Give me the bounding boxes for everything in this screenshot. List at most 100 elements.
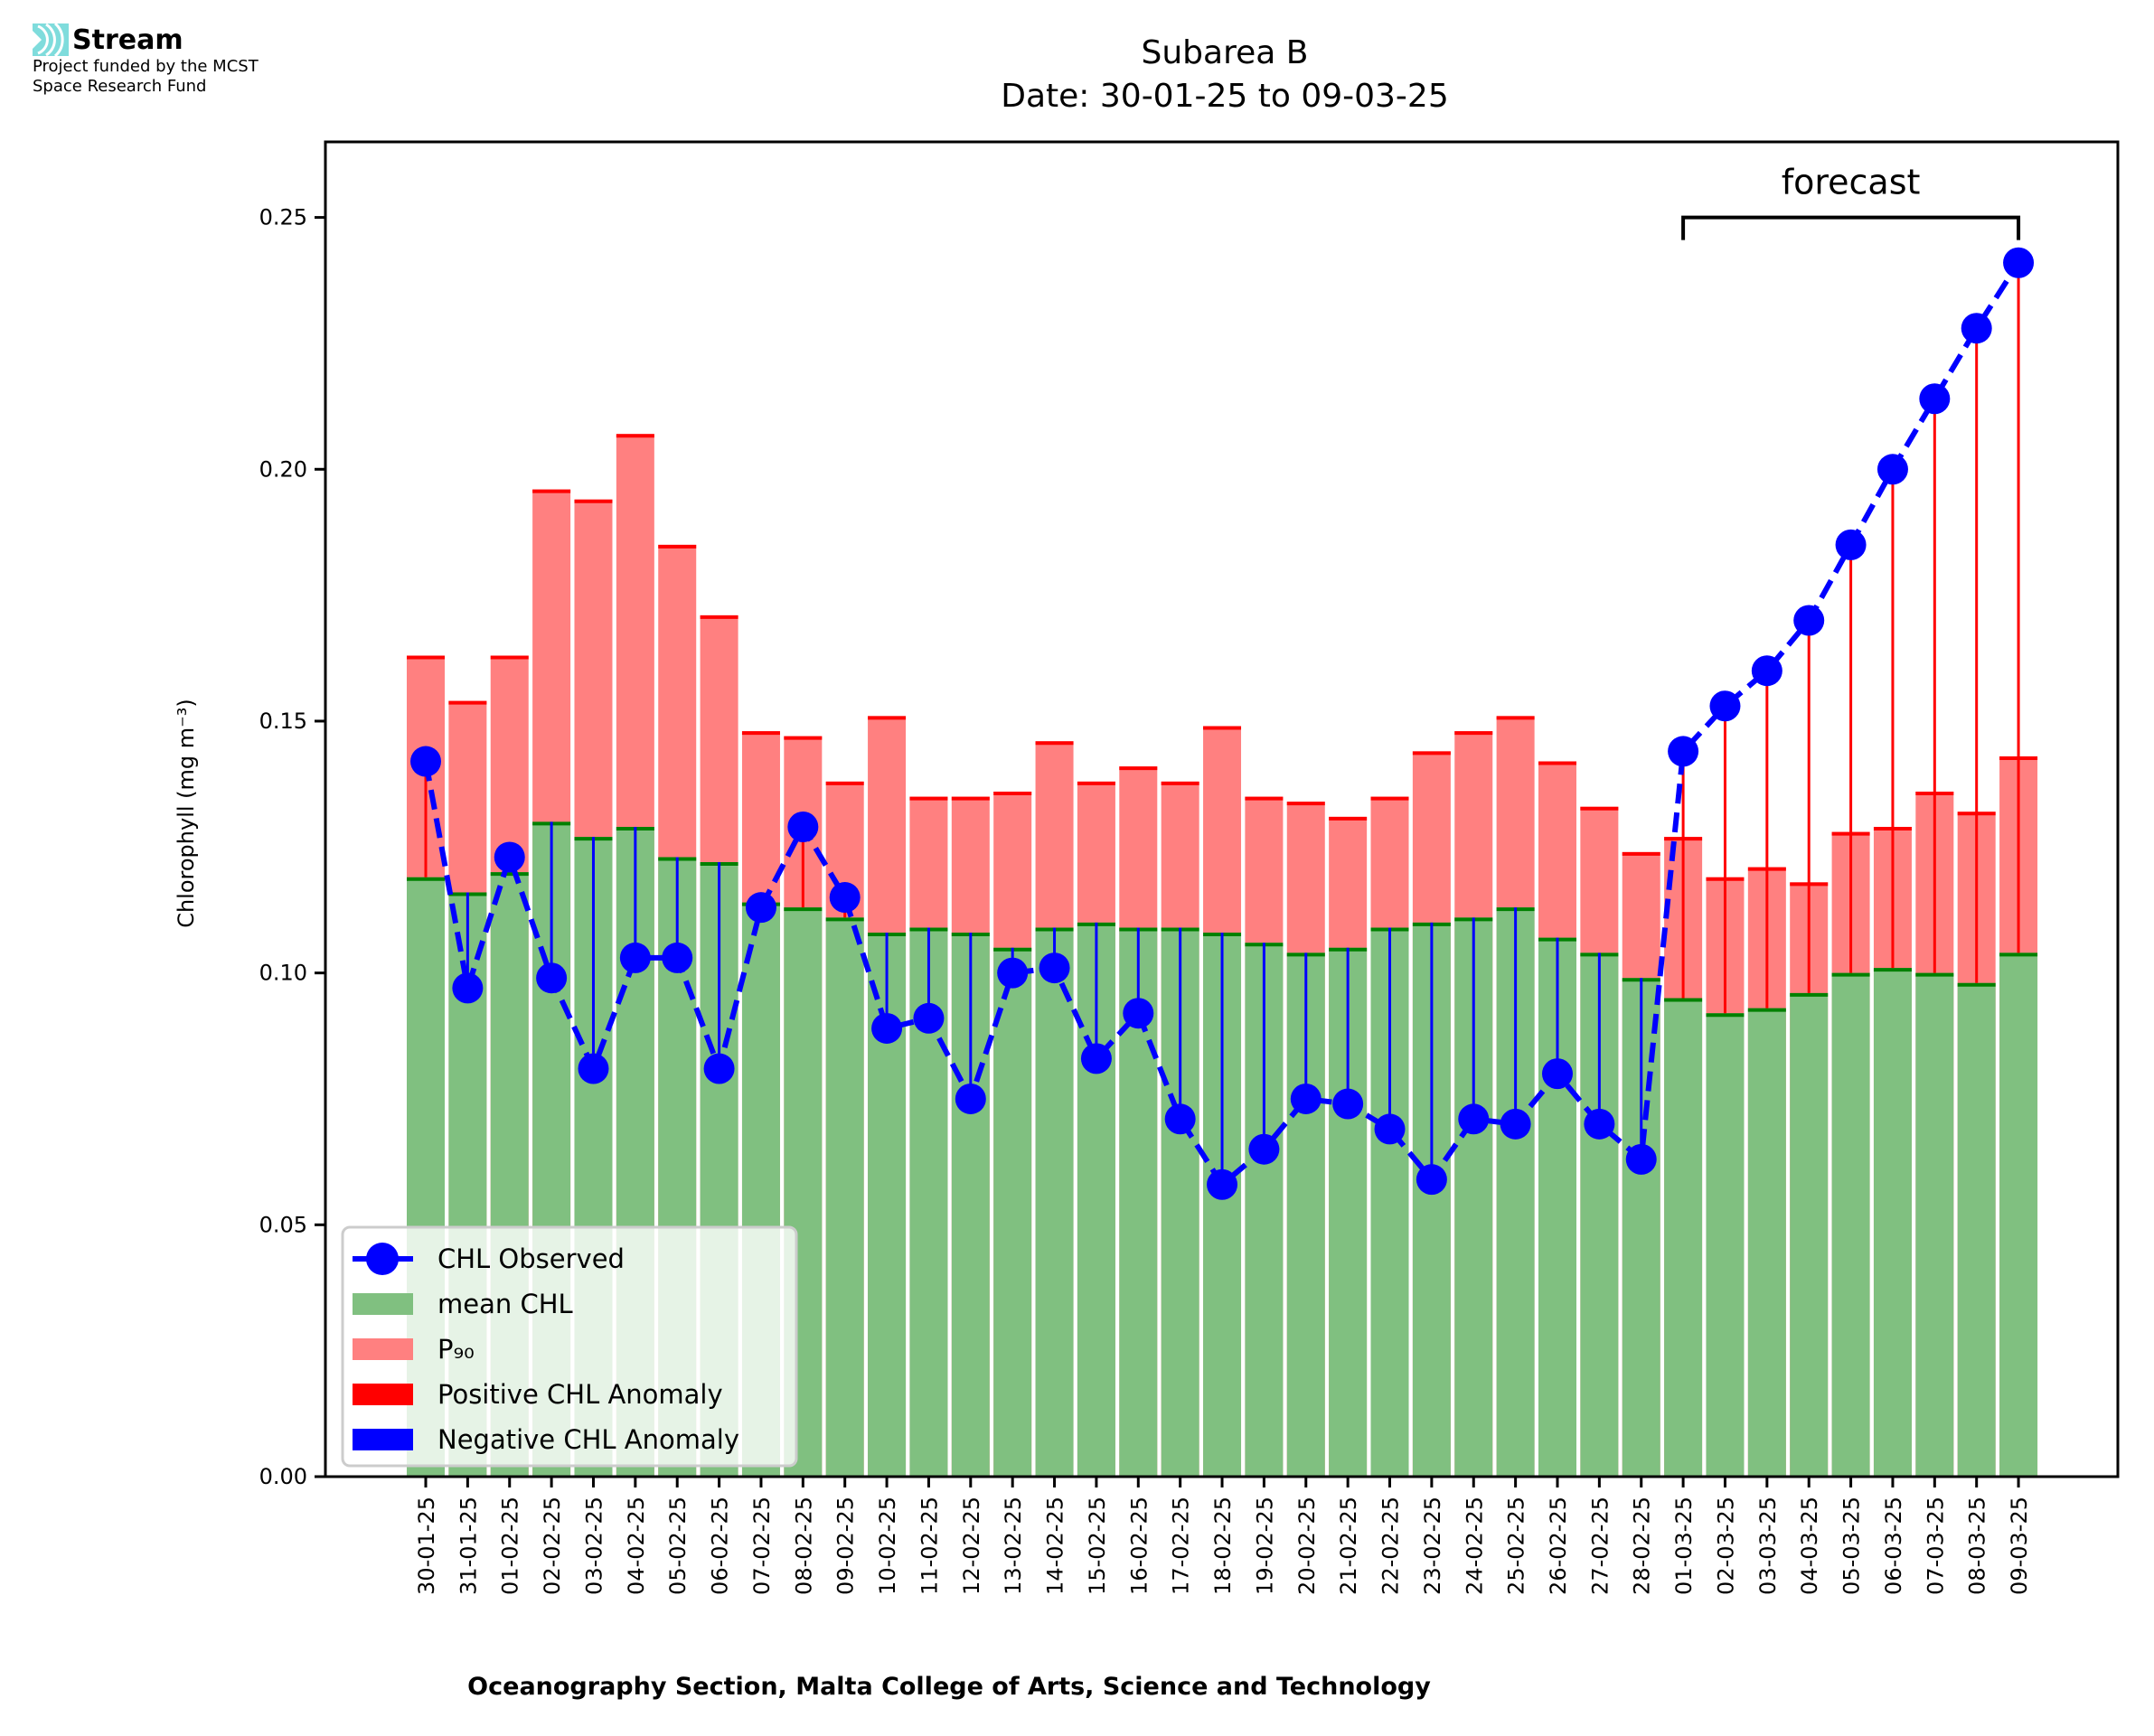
legend-box: [341, 1225, 798, 1468]
anomaly-stems: [424, 262, 2020, 1185]
x-tick-label: 17-02-25: [1169, 1497, 1194, 1595]
legend-label: mean CHL: [437, 1289, 573, 1319]
legend-swatch: [353, 1293, 413, 1315]
x-tick-label: 02-03-25: [1713, 1497, 1738, 1595]
x-tick-label: 21-02-25: [1336, 1497, 1361, 1595]
mean-bar: [1706, 1013, 1745, 1477]
mean-bar: [1873, 968, 1912, 1477]
observed-point: [997, 957, 1029, 989]
stream-waves-icon: [33, 23, 69, 56]
forecast-bracket: [1681, 215, 2021, 240]
x-tick-label: 01-03-25: [1671, 1497, 1697, 1595]
y-tick-label: 0.10: [259, 961, 307, 986]
x-tick-label: 15-02-25: [1085, 1497, 1110, 1595]
observed-point: [1123, 998, 1154, 1029]
y-axis-ticks: 0.00 0.05 0.10 0.15 0.20 0.25: [259, 205, 325, 1489]
x-tick-label: 06-02-25: [708, 1497, 733, 1595]
observed-point: [1332, 1088, 1364, 1120]
observed-point: [1080, 1043, 1112, 1074]
funding-line-2: Space Research Fund: [33, 77, 207, 96]
observed-point: [1919, 383, 1951, 415]
x-tick-label: 05-03-25: [1839, 1497, 1865, 1595]
x-tick-label: 04-02-25: [624, 1497, 649, 1595]
observed-point: [494, 841, 525, 873]
mean-bar: [1915, 972, 1954, 1477]
observed-point: [1039, 952, 1070, 984]
x-tick-label: 16-02-25: [1126, 1497, 1152, 1595]
x-tick-label: 09-02-25: [833, 1497, 859, 1595]
mean-bar: [993, 947, 1032, 1477]
x-tick-label: 27-02-25: [1587, 1497, 1613, 1595]
x-tick-label: 31-01-25: [456, 1497, 481, 1595]
x-tick-label: 01-02-25: [498, 1497, 523, 1595]
x-tick-label: 18-02-25: [1210, 1497, 1236, 1595]
x-tick-label: 08-03-25: [1965, 1497, 1990, 1595]
legend-marker-swatch: [366, 1243, 399, 1275]
observed-point: [1374, 1113, 1406, 1145]
observed-point: [1458, 1103, 1490, 1135]
x-tick-label: 03-02-25: [581, 1497, 607, 1595]
legend-label: CHL Observed: [437, 1243, 625, 1274]
x-tick-label: 08-02-25: [791, 1497, 816, 1595]
x-tick-label: 23-02-25: [1420, 1497, 1445, 1595]
observed-point: [452, 972, 484, 1004]
stream-logo: Stream Project funded by the MCST Space …: [33, 23, 259, 96]
mean-bar: [1790, 992, 1829, 1477]
observed-point: [1877, 454, 1908, 485]
observed-point: [913, 1002, 945, 1034]
legend-label: P₉₀: [437, 1334, 475, 1365]
x-tick-label: 12-02-25: [959, 1497, 984, 1595]
observed-point: [955, 1083, 986, 1114]
x-tick-label: 07-03-25: [1923, 1497, 1948, 1595]
observed-point: [1248, 1133, 1280, 1165]
y-tick-label: 0.00: [259, 1464, 307, 1489]
observed-point: [619, 942, 651, 973]
x-tick-label: 07-02-25: [749, 1497, 775, 1595]
mean-bar: [1035, 927, 1074, 1477]
mean-bars: [407, 821, 2038, 1477]
mean-bar: [1747, 1008, 1786, 1477]
y-tick-label: 0.25: [259, 205, 307, 230]
legend-label: Positive CHL Anomaly: [437, 1379, 723, 1410]
observed-point: [1164, 1103, 1196, 1135]
observed-point: [1961, 313, 1992, 344]
legend-swatch: [353, 1384, 413, 1405]
observed-point: [1709, 690, 1741, 722]
x-tick-label: 06-03-25: [1881, 1497, 1906, 1595]
x-tick-label: 19-02-25: [1252, 1497, 1277, 1595]
y-tick-label: 0.15: [259, 708, 307, 734]
observed-point: [1290, 1083, 1322, 1114]
observed-point: [1541, 1058, 1573, 1090]
observed-point: [1835, 529, 1867, 560]
observed-point: [1416, 1164, 1447, 1196]
observed-point: [2003, 247, 2035, 278]
x-tick-label: 13-02-25: [1001, 1497, 1026, 1595]
x-tick-label: 05-02-25: [665, 1497, 691, 1595]
observed-point: [1584, 1108, 1615, 1140]
mean-bar: [1957, 982, 1996, 1477]
chart-title: Subarea B: [1142, 34, 1309, 71]
observed-point: [1625, 1143, 1657, 1175]
x-axis-ticks: 30-01-25 31-01-25 01-02-25 02-02-25 03-02-25…: [414, 1477, 2032, 1595]
observed-point: [829, 882, 861, 914]
mean-bar: [1664, 998, 1703, 1477]
observed-line: [410, 247, 2035, 1200]
chart-subtitle: Date: 30-01-25 to 09-03-25: [1001, 78, 1448, 115]
observed-point: [871, 1012, 903, 1044]
x-tick-label: 25-02-25: [1504, 1497, 1529, 1595]
observed-point: [703, 1053, 735, 1084]
observed-point: [578, 1053, 609, 1084]
x-tick-label: 04-03-25: [1797, 1497, 1822, 1595]
legend: CHL Observed mean CHL P₉₀ Positive CHL Anom…: [341, 1225, 798, 1468]
legend-swatch: [353, 1429, 413, 1450]
legend-swatch: [353, 1338, 413, 1360]
observed-point: [536, 962, 568, 994]
observed-point: [1500, 1108, 1531, 1140]
x-tick-label: 14-02-25: [1043, 1497, 1068, 1595]
x-tick-label: 10-02-25: [875, 1497, 900, 1595]
x-tick-label: 20-02-25: [1294, 1497, 1320, 1595]
observed-point: [1751, 655, 1782, 687]
observed-point: [662, 942, 693, 973]
observed-point: [787, 812, 819, 843]
x-axis-label: Oceanography Section, Malta College of A…: [467, 1673, 1431, 1701]
